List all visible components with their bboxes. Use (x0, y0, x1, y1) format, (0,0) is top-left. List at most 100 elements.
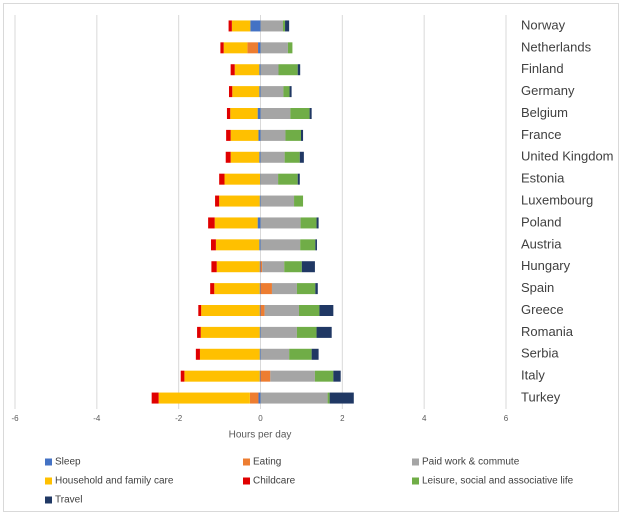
bar-segment (234, 64, 260, 76)
bar-segment (289, 86, 292, 98)
bar-segment (260, 283, 272, 295)
bar-segment (298, 305, 320, 316)
bar-segment (201, 305, 260, 316)
bar-segment (260, 129, 286, 141)
bar-segment (270, 370, 315, 382)
bar-segment (260, 42, 288, 54)
bar-segment (290, 108, 310, 119)
bar-segment (180, 370, 185, 382)
bar-segment (195, 348, 200, 360)
bar-segment (315, 283, 318, 295)
category-label: Luxembourg (521, 192, 593, 207)
x-tick-label: 6 (504, 414, 509, 423)
x-tick-label: 4 (422, 414, 427, 423)
category-label: Austria (521, 236, 562, 251)
bar-segment (260, 305, 265, 316)
bar-segment (311, 348, 319, 360)
x-axis-title: Hours per day (229, 430, 292, 441)
bar-segment (259, 239, 261, 251)
category-label: Estonia (521, 171, 565, 186)
bar-segment (296, 326, 317, 338)
bar-segment (259, 348, 261, 360)
bar-segment (220, 42, 224, 54)
bar-segment (301, 129, 304, 141)
bar-segment (258, 129, 261, 141)
bar-segment (259, 195, 261, 207)
legend-swatch (45, 477, 52, 485)
legend-label: Childcare (253, 476, 296, 487)
bar-segment (249, 392, 259, 404)
bar-segment (283, 86, 290, 98)
bar-segment (300, 217, 317, 229)
bar-segment (210, 283, 215, 295)
bar-segment (260, 261, 263, 273)
bar-segment (198, 305, 202, 316)
bar-segment (257, 108, 261, 119)
bar-segment (228, 86, 233, 98)
category-label: Greece (521, 302, 564, 317)
legend-label: Sleep (55, 457, 81, 468)
bar-segment (231, 20, 251, 32)
bar-segment (223, 42, 248, 54)
category-label: Poland (521, 214, 561, 229)
x-tick-label: 0 (258, 414, 263, 423)
bar-segment (316, 217, 319, 229)
bar-segment (216, 261, 260, 273)
bar-segment (259, 64, 261, 76)
category-label: Serbia (521, 346, 559, 361)
bar-segment (260, 108, 291, 119)
bar-segment (230, 129, 259, 141)
bar-segment (260, 348, 290, 360)
category-label: Turkey (521, 389, 561, 404)
bar-segment (259, 261, 261, 273)
bar-segment (228, 20, 232, 32)
category-label: Norway (521, 17, 566, 32)
bar-segment (247, 42, 259, 54)
bar-segment (285, 129, 302, 141)
bar-segment (158, 392, 250, 404)
bar-segment (197, 326, 201, 338)
legend-label: Eating (253, 457, 281, 468)
bar-segment (314, 370, 334, 382)
bar-segment (230, 108, 258, 119)
category-label: Hungary (521, 258, 571, 273)
bar-segment (315, 239, 317, 251)
bar-segment (264, 305, 299, 316)
category-label: Germany (521, 83, 575, 98)
bar-segment (259, 305, 261, 316)
x-tick-label: -4 (93, 414, 101, 423)
bar-segment (259, 151, 261, 163)
bar-segment (232, 86, 260, 98)
bar-segment (301, 261, 315, 273)
bar-segment (260, 195, 295, 207)
bar-segment (210, 239, 216, 251)
bar-segment (283, 20, 286, 32)
bar-segment (287, 42, 293, 54)
legend-swatch (45, 496, 52, 504)
legend-swatch (243, 477, 250, 485)
legend-label: Paid work & commute (422, 457, 520, 468)
legend-swatch (45, 458, 52, 466)
bar-segment (327, 392, 330, 404)
bar-segment (262, 261, 285, 273)
legend-swatch (412, 458, 419, 466)
bar-segment (219, 195, 260, 207)
bar-segment (260, 20, 284, 32)
bar-segment (278, 64, 298, 76)
bar-segment (214, 217, 258, 229)
bar-segment (284, 151, 300, 163)
bar-segment (285, 20, 290, 32)
bar-segment (225, 151, 231, 163)
bar-segment (230, 151, 260, 163)
bar-segment (297, 173, 300, 185)
bar-segment (224, 173, 261, 185)
bar-segment (260, 64, 279, 76)
bar-segment (296, 283, 316, 295)
bar-segment (299, 151, 304, 163)
category-label: Netherlands (521, 39, 592, 54)
bar-segment (215, 239, 260, 251)
legend-swatch (412, 477, 419, 485)
bar-segment (260, 151, 285, 163)
bar-segment (214, 283, 260, 295)
